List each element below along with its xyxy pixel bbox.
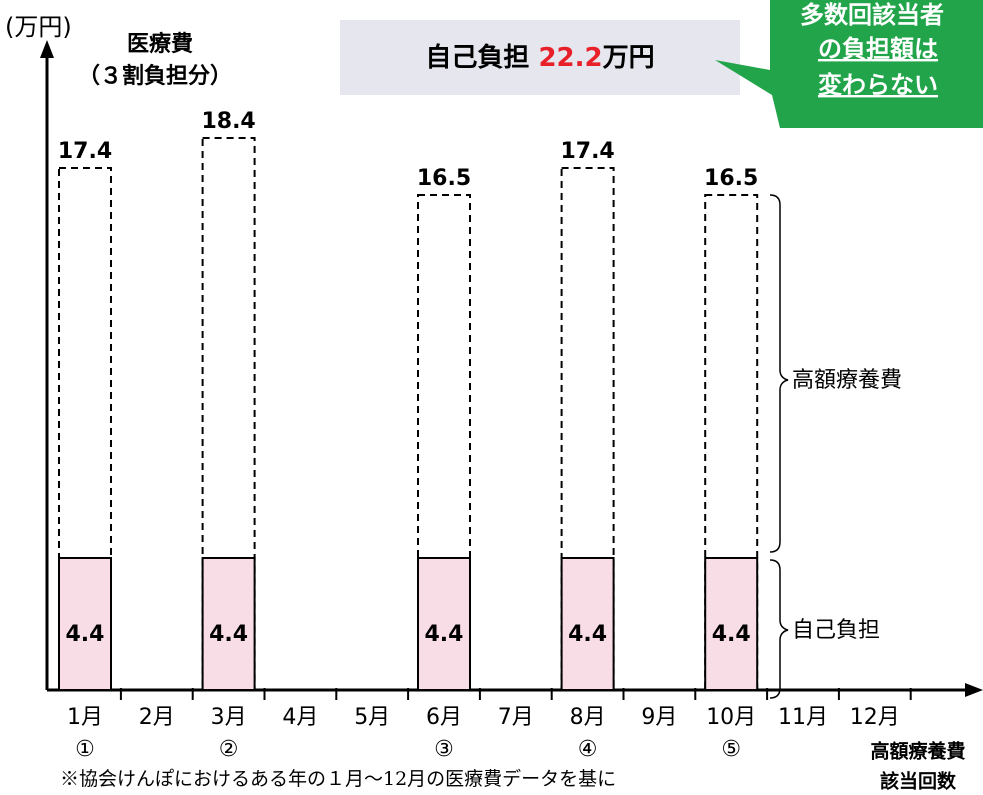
count: ③	[434, 737, 454, 762]
note: ※協会けんぽにおけるある年の１月〜12月の医療費データを基に	[60, 768, 616, 790]
callout-line: 多数回該当者	[800, 1, 944, 29]
count: ②	[219, 737, 239, 762]
self-bar	[58, 557, 112, 691]
count-label: 高額療養費	[870, 740, 965, 763]
x-tick-label: 5月	[354, 705, 390, 730]
brace-label: 自己負担	[792, 618, 880, 643]
value-label: 17.4	[560, 139, 614, 164]
value-label: 18.4	[201, 109, 255, 134]
y-label: 医療費	[127, 31, 193, 57]
x-arrow	[965, 683, 983, 697]
brace	[769, 194, 789, 553]
self-bar	[201, 557, 256, 691]
y-label: （３割負担分）	[78, 63, 232, 89]
value-label: 17.4	[58, 139, 112, 164]
x-tick-label: 11月	[778, 705, 828, 730]
y-arrow	[40, 40, 54, 58]
x-tick-label: 6月	[426, 705, 462, 730]
x-tick-label: 3月	[211, 705, 247, 730]
value-label: 4.4	[568, 622, 607, 647]
x-tick-label: 4月	[282, 705, 318, 730]
x-tick-label: 8月	[570, 705, 606, 730]
value-label: 4.4	[712, 622, 751, 647]
brace	[769, 559, 789, 699]
self-bar	[560, 557, 615, 691]
value-label: 4.4	[425, 622, 464, 647]
value-label: 4.4	[209, 622, 248, 647]
value-label: 16.5	[704, 166, 758, 191]
summary: 自己負担 22.2万円	[425, 42, 654, 73]
callout-line: 変わらない	[818, 71, 938, 99]
value-label: 16.5	[417, 166, 471, 191]
x-tick-label: 9月	[641, 705, 677, 730]
summary-unit: 万円	[603, 43, 655, 73]
value-label: 4.4	[66, 622, 105, 647]
brace-label: 高額療養費	[792, 368, 902, 393]
summary-value: 22.2	[538, 43, 602, 73]
x-tick-label: 1月	[67, 705, 103, 730]
x-tick-label: 10月	[706, 705, 756, 730]
callout-bubble	[715, 0, 983, 128]
self-bar	[417, 557, 471, 691]
x-tick-label: 2月	[139, 705, 175, 730]
x-tick-label: 12月	[850, 705, 900, 730]
count-label: 該当回数	[880, 770, 957, 793]
unit-label: (万円)	[5, 13, 72, 41]
count: ⑤	[721, 737, 741, 762]
callout-line: の負担額は	[818, 35, 938, 63]
count: ①	[75, 737, 95, 762]
summary-box	[340, 20, 740, 95]
summary-label: 自己負担	[425, 42, 529, 73]
self-bar	[704, 557, 759, 691]
x-tick-label: 7月	[498, 705, 534, 730]
count: ④	[578, 737, 598, 762]
